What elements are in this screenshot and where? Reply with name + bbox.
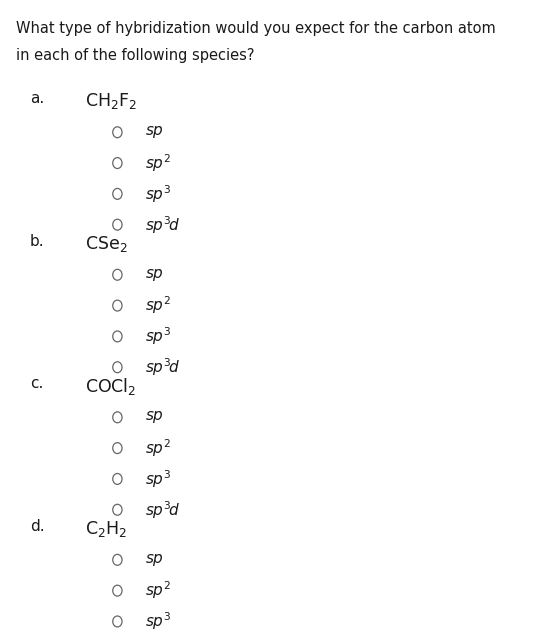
Text: in each of the following species?: in each of the following species? [16, 48, 255, 62]
Text: $sp^3\!d$: $sp^3\!d$ [145, 499, 180, 521]
Text: What type of hybridization would you expect for the carbon atom: What type of hybridization would you exp… [16, 21, 496, 35]
Text: c.: c. [30, 376, 43, 391]
Text: $sp^3\!d$: $sp^3\!d$ [145, 356, 180, 378]
Text: CH$_2$F$_2$: CH$_2$F$_2$ [85, 91, 137, 111]
Text: COCl$_2$: COCl$_2$ [85, 376, 136, 397]
Text: C$_2$H$_2$: C$_2$H$_2$ [85, 519, 127, 539]
Text: $sp^3$: $sp^3$ [145, 611, 171, 632]
Text: $sp^2$: $sp^2$ [145, 580, 171, 602]
Text: $sp$: $sp$ [145, 552, 164, 568]
Text: $sp$: $sp$ [145, 267, 164, 282]
Text: d.: d. [30, 519, 45, 534]
Text: $sp^2$: $sp^2$ [145, 295, 171, 317]
Text: $sp$: $sp$ [145, 410, 164, 425]
Text: $sp^3$: $sp^3$ [145, 468, 171, 490]
Text: $sp^2$: $sp^2$ [145, 152, 171, 174]
Text: $sp^3\!d$: $sp^3\!d$ [145, 214, 180, 236]
Text: $sp^3$: $sp^3$ [145, 183, 171, 205]
Text: $sp^2$: $sp^2$ [145, 437, 171, 459]
Text: $sp^3$: $sp^3$ [145, 325, 171, 347]
Text: b.: b. [30, 234, 45, 248]
Text: CSe$_2$: CSe$_2$ [85, 234, 127, 254]
Text: a.: a. [30, 91, 44, 106]
Text: $sp$: $sp$ [145, 125, 164, 140]
